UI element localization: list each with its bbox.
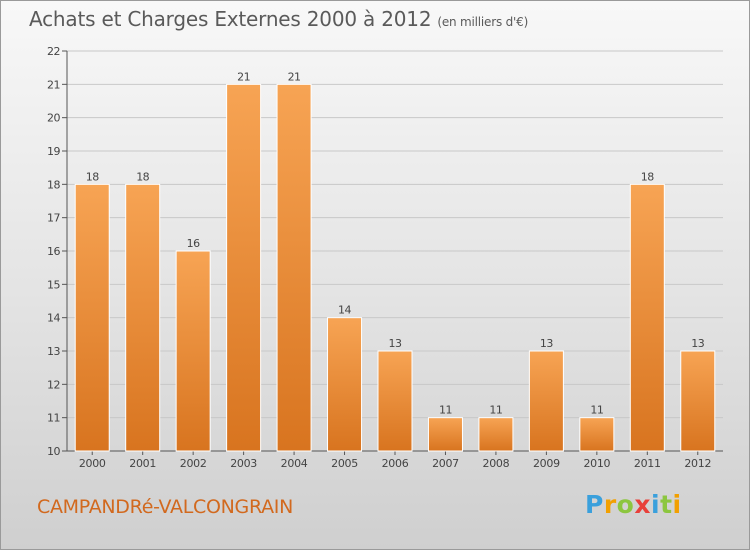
y-tick-label: 21 [47, 78, 60, 91]
data-label: 11 [439, 404, 452, 417]
y-tick-label: 17 [47, 212, 60, 225]
x-tick-label: 2004 [281, 457, 308, 470]
data-label: 21 [237, 70, 250, 83]
y-tick-label: 15 [47, 278, 60, 291]
y-tick-label: 20 [47, 112, 60, 125]
logo-letter: i [672, 490, 682, 519]
bar [528, 350, 564, 452]
data-label: 18 [641, 170, 654, 183]
x-tick-label: 2001 [129, 457, 156, 470]
logo-letter: i [651, 490, 661, 519]
logo-letter: P [585, 490, 604, 519]
logo-letter: t [660, 490, 673, 519]
bar [377, 350, 413, 452]
data-label: 11 [489, 404, 502, 417]
bars [74, 83, 716, 452]
chart-title-text: Achats et Charges Externes 2000 à 2012 [29, 7, 432, 31]
bar [427, 417, 463, 452]
bar [579, 417, 615, 452]
y-tick-label: 14 [47, 312, 60, 325]
x-tick-label: 2003 [230, 457, 257, 470]
y-tick-label: 16 [47, 245, 60, 258]
data-label: 13 [540, 337, 553, 350]
x-tick-label: 2009 [533, 457, 560, 470]
y-tick-label: 22 [47, 45, 60, 58]
logo-letter: r [603, 490, 617, 519]
bar [327, 317, 363, 452]
bar [125, 183, 161, 452]
x-tick-label: 2005 [331, 457, 358, 470]
bar [680, 350, 716, 452]
data-label: 14 [338, 304, 351, 317]
x-tick-label: 2008 [483, 457, 510, 470]
data-label: 18 [136, 170, 149, 183]
y-tick-label: 18 [47, 178, 60, 191]
data-label: 13 [691, 337, 704, 350]
bar [478, 417, 514, 452]
data-label: 16 [187, 237, 200, 250]
bar [175, 250, 211, 452]
x-tick-label: 2010 [583, 457, 610, 470]
x-tick-label: 2002 [180, 457, 207, 470]
chart-subtitle: (en milliers d'€) [437, 15, 529, 29]
y-tick-label: 10 [47, 445, 60, 458]
y-tick-label: 12 [47, 378, 60, 391]
data-label: 21 [288, 70, 301, 83]
data-label: 18 [86, 170, 99, 183]
bar [74, 183, 110, 452]
x-tick-label: 2006 [382, 457, 409, 470]
x-tick-label: 2000 [79, 457, 106, 470]
data-label: 11 [590, 404, 603, 417]
bar [276, 83, 312, 452]
bar [629, 183, 665, 452]
data-label: 13 [389, 337, 402, 350]
bar [226, 83, 262, 452]
y-tick-label: 19 [47, 145, 60, 158]
chart-title: Achats et Charges Externes 2000 à 2012 (e… [29, 7, 528, 31]
x-tick-label: 2012 [684, 457, 711, 470]
logo-letter: x [634, 490, 651, 519]
x-tick-label: 2007 [432, 457, 459, 470]
y-tick-label: 11 [47, 412, 60, 425]
proxiti-logo: Proxiti [585, 490, 682, 519]
labels: 10 11 12 13 14 15 16 17 18 19 20 21 22 18 2000 18 2001 16… [47, 45, 711, 470]
y-tick-label: 13 [47, 345, 60, 358]
commune-name: CAMPANDRé-VALCONGRAIN [37, 496, 293, 518]
logo-letter: o [616, 490, 635, 519]
x-tick-label: 2011 [634, 457, 661, 470]
